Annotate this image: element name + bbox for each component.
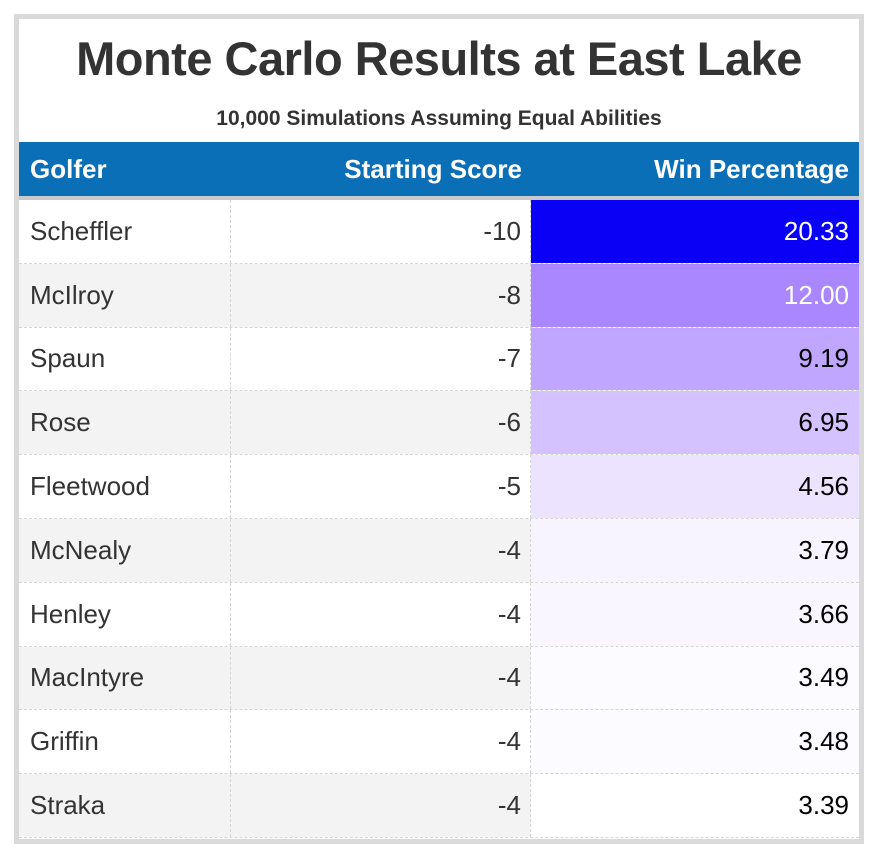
win-percentage-cell: 3.48 <box>531 710 859 774</box>
column-header-golfer: Golfer <box>30 154 107 184</box>
starting-score-cell: -4 <box>231 518 531 582</box>
golfer-cell: Henley <box>19 582 231 646</box>
golfer-cell: McNealy <box>19 518 231 582</box>
starting-score-cell: -8 <box>231 263 531 327</box>
starting-score-cell: -6 <box>231 391 531 455</box>
starting-score-cell: -4 <box>231 774 531 837</box>
golfer-cell: Fleetwood <box>19 455 231 518</box>
starting-score-cell: -10 <box>231 200 531 263</box>
golfer-cell: Spaun <box>19 327 231 391</box>
results-table-card: Monte Carlo Results at East Lake 10,000 … <box>14 14 864 844</box>
table-row: MacIntyre -4 3.49 <box>19 646 859 711</box>
win-percentage-cell: 3.39 <box>531 774 859 837</box>
golfer-cell: Scheffler <box>19 200 231 263</box>
column-header-starting-score: Starting Score <box>344 154 522 184</box>
table-row: Spaun -7 9.19 <box>19 327 859 392</box>
starting-score-cell: -7 <box>231 327 531 391</box>
win-percentage-cell: 20.33 <box>531 200 859 263</box>
table-subtitle: 10,000 Simulations Assuming Equal Abilit… <box>216 107 662 130</box>
table-header: Golfer Starting Score Win Percentage <box>19 142 859 200</box>
win-percentage-cell: 6.95 <box>531 391 859 455</box>
golfer-cell: Rose <box>19 391 231 455</box>
win-percentage-cell: 4.56 <box>531 455 859 518</box>
win-percentage-cell: 3.66 <box>531 582 859 646</box>
win-percentage-cell: 3.79 <box>531 518 859 582</box>
column-header-win-percentage: Win Percentage <box>654 154 849 184</box>
table-body: Scheffler -10 20.33 McIlroy -8 12.00 Spa… <box>19 200 859 838</box>
table-title: Monte Carlo Results at East Lake <box>76 32 802 85</box>
win-percentage-cell: 9.19 <box>531 327 859 391</box>
starting-score-cell: -5 <box>231 455 531 518</box>
table-row: Henley -4 3.66 <box>19 582 859 647</box>
golfer-cell: Griffin <box>19 710 231 774</box>
starting-score-cell: -4 <box>231 710 531 774</box>
win-percentage-cell: 3.49 <box>531 646 859 710</box>
table-row: Fleetwood -5 4.56 <box>19 455 859 519</box>
starting-score-cell: -4 <box>231 582 531 646</box>
golfer-cell: McIlroy <box>19 263 231 327</box>
table-row: Rose -6 6.95 <box>19 391 859 456</box>
table-row: McIlroy -8 12.00 <box>19 263 859 328</box>
table-row: McNealy -4 3.79 <box>19 518 859 583</box>
table-row: Griffin -4 3.48 <box>19 710 859 775</box>
golfer-cell: MacIntyre <box>19 646 231 710</box>
golfer-cell: Straka <box>19 774 231 837</box>
table-row: Scheffler -10 20.33 <box>19 200 859 264</box>
starting-score-cell: -4 <box>231 646 531 710</box>
table-row: Straka -4 3.39 <box>19 774 859 838</box>
win-percentage-cell: 12.00 <box>531 263 859 327</box>
